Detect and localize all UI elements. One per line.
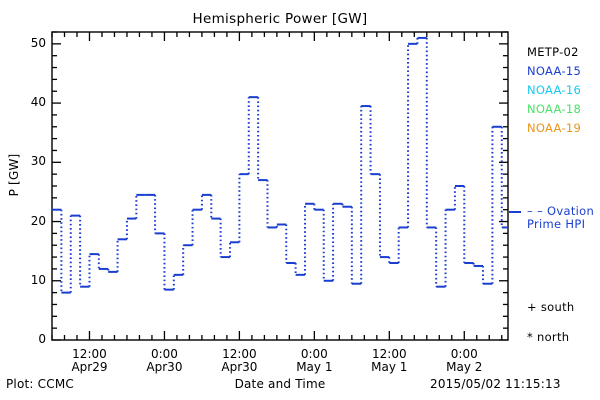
legend-item-ovation-prime-hpi[interactable]: – – Ovation Prime HPI [527,204,595,231]
y-tick-label: 0 [38,332,46,346]
axis-ticks [51,31,508,341]
legend-marker-south: + south [527,300,575,314]
y-tick-label: 10 [30,272,46,287]
x-tick-label: 0:00 May 1 [296,347,333,374]
data-series-group [52,36,508,294]
page-title: Hemispheric Power [GW] [192,11,368,27]
x-axis-title: Date and Time [234,377,326,391]
legend-item-noaa-18[interactable]: NOAA-18 [527,102,582,116]
y-tick-label: 40 [30,95,46,110]
legend-item-noaa-16[interactable]: NOAA-16 [527,83,582,97]
x-tick-label: 12:00 Apr29 [71,347,108,374]
y-tick-label: 20 [30,213,46,228]
generated-timestamp: 2015/05/02 11:15:13 [430,377,561,391]
x-tick-label: 12:00 May 1 [371,347,408,374]
plot-credit: Plot: CCMC [6,377,74,391]
y-tick-label: 50 [30,35,46,50]
axes-frame [51,31,509,341]
legend-item-noaa-19[interactable]: NOAA-19 [527,121,582,135]
legend-marker-north: * north [527,330,570,344]
x-tick-label: 12:00 Apr30 [221,347,258,374]
legend-item-metp-02[interactable]: METP-02 [527,45,579,59]
x-tick-label: 0:00 May 2 [446,347,483,374]
x-tick-label: 0:00 Apr30 [146,347,183,374]
y-tick-label: 30 [30,154,46,169]
legend-item-noaa-15[interactable]: NOAA-15 [527,64,582,78]
